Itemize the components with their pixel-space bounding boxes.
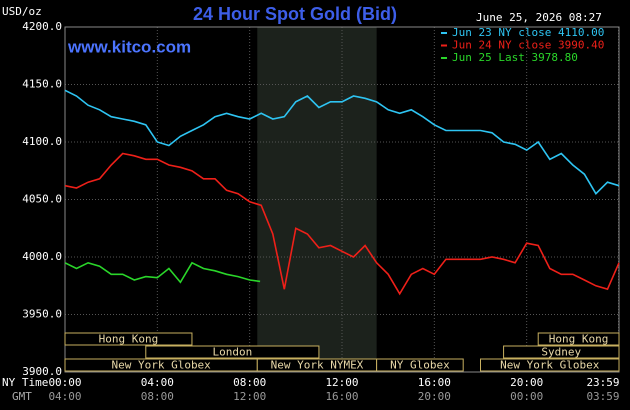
y-tick-label: 4100.0 (22, 135, 62, 148)
x2-axis-label: GMT (12, 390, 32, 403)
series-line (64, 261, 261, 284)
x-tick-label: 12:00 (325, 376, 358, 389)
y-tick-label: 4050.0 (22, 193, 62, 206)
x2-tick-label: 00:00 (510, 390, 543, 403)
x2-tick-label: 08:00 (141, 390, 174, 403)
session-label: Sydney (541, 346, 581, 359)
session-box (537, 332, 620, 346)
legend-label: Jun 25 Last 3978.80 (452, 51, 578, 64)
plot-frame (64, 26, 620, 373)
y-tick-label: 3900.0 (22, 365, 62, 378)
x2-tick-label: 20:00 (418, 390, 451, 403)
session-label: New York Globex (111, 359, 211, 372)
y-tick-label: 3950.0 (22, 308, 62, 321)
x-tick-label: 04:00 (141, 376, 174, 389)
session-box (145, 345, 320, 359)
chart-title: 24 Hour Spot Gold (Bid) (193, 4, 397, 24)
session-box (376, 358, 464, 372)
x2-tick-label: 12:00 (233, 390, 266, 403)
y-tick-label: 4200.0 (22, 20, 62, 33)
subtitle: www.kitco.com (67, 37, 191, 56)
session-box (503, 345, 620, 359)
session-label: NY Globex (390, 359, 450, 372)
x-tick-label: 00:00 (48, 376, 81, 389)
y-tick-label: 4000.0 (22, 250, 62, 263)
x-tick-label: 16:00 (418, 376, 451, 389)
x-tick-label: 20:00 (510, 376, 543, 389)
session-label: New York Globex (500, 359, 600, 372)
y-tick-label: 4150.0 (22, 78, 62, 91)
legend-label: Jun 24 NY close 3990.40 (452, 39, 604, 52)
x2-tick-label: 16:00 (325, 390, 358, 403)
x2-tick-label: 03:59 (586, 390, 619, 403)
session-label: New York NYMEX (271, 359, 364, 372)
session-label: Hong Kong (99, 333, 159, 346)
session-label: London (212, 346, 252, 359)
session-label: Hong Kong (549, 333, 609, 346)
series-line (64, 152, 620, 296)
y-axis-label: USD/oz (2, 5, 42, 18)
series-line (64, 89, 620, 195)
x-tick-label: 08:00 (233, 376, 266, 389)
x-axis-label: NY Time (2, 376, 48, 389)
x-tick-label: 23:59 (586, 376, 619, 389)
session-box (64, 332, 193, 346)
legend-label: Jun 23 NY close 4110.00 (452, 26, 604, 39)
session-box (480, 358, 620, 372)
x2-tick-label: 04:00 (48, 390, 81, 403)
timestamp: June 25, 2026 08:27 (476, 11, 602, 24)
